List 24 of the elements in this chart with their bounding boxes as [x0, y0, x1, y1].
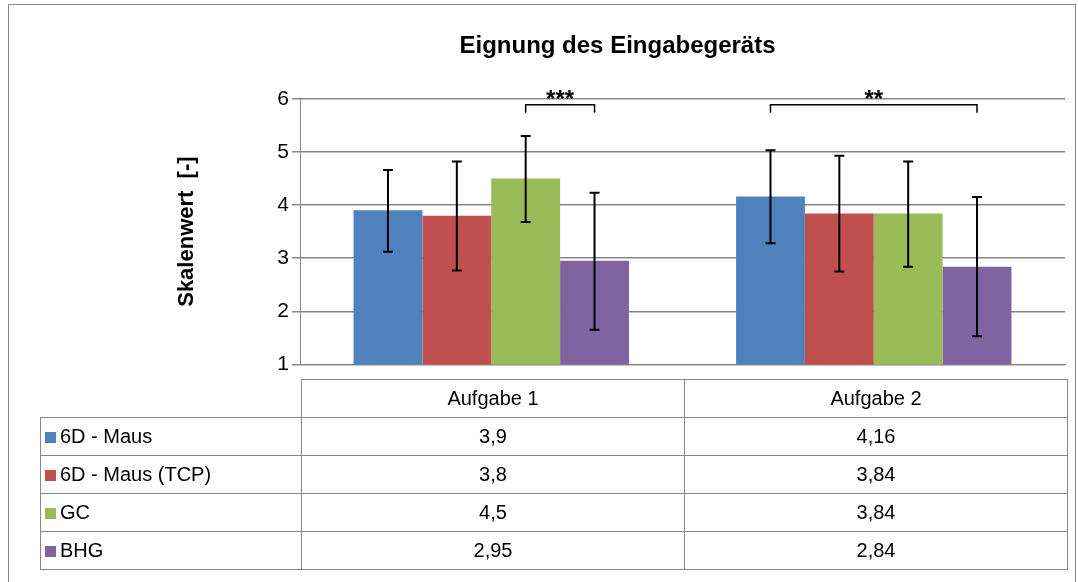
- y-axis-title: Skalenwert [-]: [173, 156, 199, 307]
- annotation: **: [864, 85, 884, 113]
- text: 2,84: [856, 539, 896, 561]
- chart-title: Eignung des Eingabegeräts: [459, 31, 776, 59]
- y-tick-label: 6: [277, 85, 289, 109]
- text: 3,8: [479, 463, 507, 485]
- annotation: ***: [546, 85, 575, 113]
- y-tick-label: 3: [277, 244, 289, 268]
- y-tick-label: 2: [277, 298, 289, 322]
- legend-label: 6D - Maus: [40, 417, 302, 456]
- text: 3,84: [856, 463, 896, 485]
- y-tick-label: 1: [277, 351, 289, 375]
- legend-label: 6D - Maus (TCP): [40, 455, 302, 494]
- x-tick-label: Aufgabe 1: [301, 379, 685, 418]
- x-tick-label: Aufgabe 2: [684, 379, 1068, 418]
- y-tick-label: 4: [277, 191, 290, 215]
- text: 3,84: [856, 501, 896, 523]
- text: 2,95: [473, 539, 513, 561]
- text: 3,9: [479, 425, 507, 447]
- legend-label: GC: [40, 493, 302, 532]
- text: 4,5: [479, 501, 507, 523]
- y-tick-label: 5: [277, 138, 289, 162]
- legend-label: BHG: [40, 531, 302, 570]
- text: 4,16: [856, 425, 896, 447]
